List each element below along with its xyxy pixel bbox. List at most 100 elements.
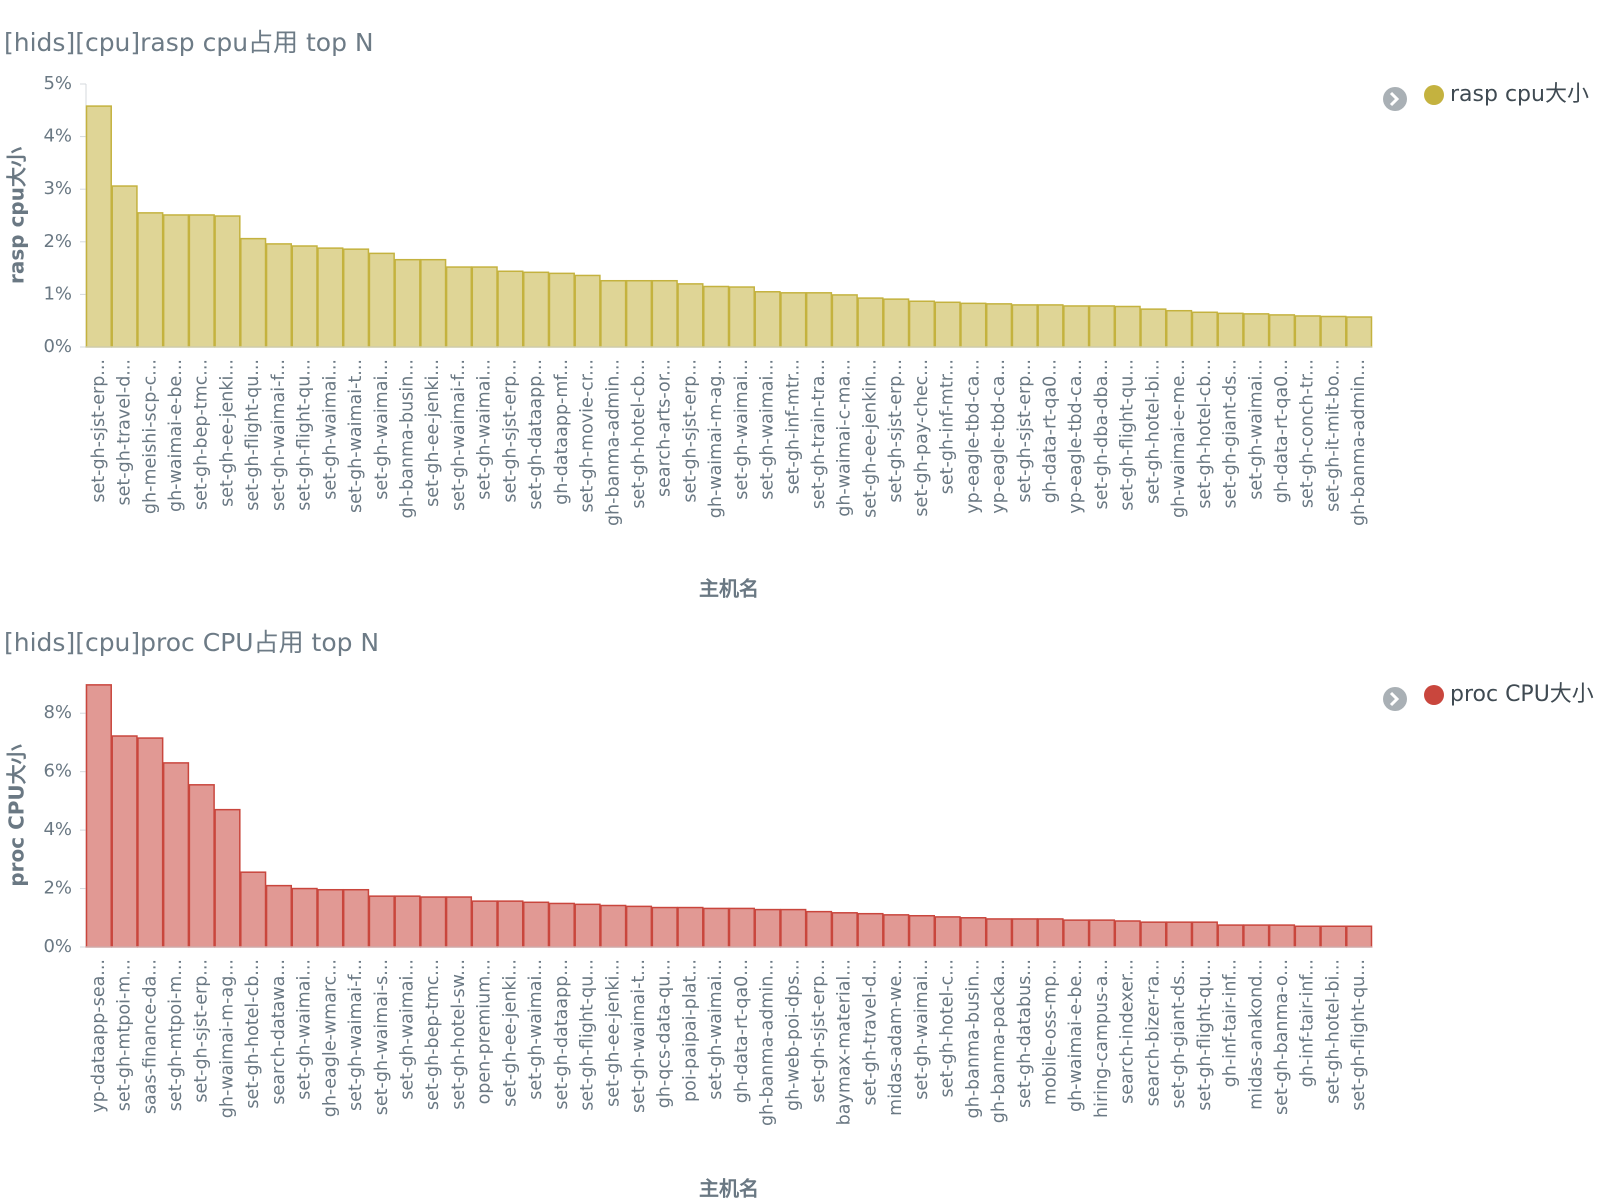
x-tick-label: set-gh-sjst-erp... <box>1015 359 1035 503</box>
bar <box>265 243 293 348</box>
x-tick-label: midas-adam-we... <box>886 959 906 1116</box>
bar <box>111 735 138 948</box>
bar <box>1140 921 1167 948</box>
x-tick-label: set-gh-sjst-erp... <box>809 959 829 1103</box>
bar <box>677 906 704 948</box>
bar <box>162 762 190 948</box>
x-tick-label: set-gh-waimai... <box>526 959 546 1100</box>
bar <box>420 258 447 348</box>
x-tick-label: gh-data-rt-qa0... <box>1272 359 1292 503</box>
bar <box>703 285 730 348</box>
bar <box>497 900 524 948</box>
bar <box>728 907 755 948</box>
x-tick-label: gh-inf-tair-inf... <box>1221 959 1241 1087</box>
bar <box>1217 312 1244 348</box>
x-tick-label: gh-meishi-scp-c... <box>140 359 160 514</box>
x-tick-label: set-gh-inf-mtr... <box>938 359 958 494</box>
x-tick-label: baymax-material... <box>835 959 855 1125</box>
bar <box>317 888 344 948</box>
x-tick-label: set-gh-travel-d... <box>860 959 880 1105</box>
x-tick-label: gh-waimai-m-ag... <box>217 959 237 1118</box>
bar <box>1140 308 1167 348</box>
x-tick-label: set-gh-waimai... <box>398 959 418 1100</box>
x-tick-label: set-gh-ee-jenkin... <box>860 359 880 518</box>
x-tick-label: gh-waimai-m-ag... <box>706 359 726 518</box>
x-tick-label: yp-dataapp-sea... <box>89 959 109 1113</box>
x-tick-label: set-gh-dataapp... <box>552 959 572 1110</box>
bar <box>394 258 421 348</box>
bar <box>1114 920 1141 948</box>
bar <box>445 896 473 948</box>
bar <box>137 212 164 348</box>
x-tick-label: set-gh-hotel-c... <box>938 959 958 1098</box>
bar <box>574 274 601 348</box>
bar <box>883 298 910 348</box>
bar <box>703 907 730 948</box>
x-tick-label: set-gh-waimai... <box>372 359 392 500</box>
y-tick-label: 2% <box>43 878 72 899</box>
bar <box>574 903 601 948</box>
x-axis-title: 主机名 <box>699 577 759 601</box>
bar <box>651 279 678 348</box>
y-tick-label: 0% <box>43 336 72 357</box>
bar <box>1320 315 1347 348</box>
legend-toggle[interactable] <box>1383 87 1407 111</box>
x-tick-label: poi-paipai-plat... <box>680 959 700 1102</box>
x-tick-label: set-gh-sjst-erp... <box>89 359 109 503</box>
bar <box>85 105 112 348</box>
x-tick-label: search-datawa... <box>269 959 289 1105</box>
bar <box>1037 918 1064 948</box>
x-tick-label: set-gh-dataapp... <box>526 359 546 510</box>
x-tick-label: open-premium... <box>475 959 495 1104</box>
x-tick-label: set-gh-hotel-bi... <box>1323 959 1343 1104</box>
bar <box>522 271 550 348</box>
y-axis-title: rasp cpu大小 <box>5 147 29 284</box>
y-tick-label: 6% <box>43 761 72 782</box>
x-tick-label: set-gh-waimai... <box>475 359 495 500</box>
bar <box>908 914 936 948</box>
x-tick-label: set-gh-it-mit-bo... <box>1323 359 1343 512</box>
bar <box>1268 924 1296 948</box>
x-tick-label: yp-eagle-tbd-ca... <box>1066 359 1086 514</box>
bar <box>1165 921 1193 948</box>
y-tick-label: 5% <box>43 73 72 94</box>
bar <box>600 904 627 948</box>
bar <box>1063 305 1090 348</box>
bar <box>1011 304 1038 348</box>
bar <box>1191 311 1218 348</box>
x-tick-label: gh-banma-admin... <box>758 959 778 1126</box>
x-tick-label: set-gh-waimai... <box>295 959 315 1100</box>
bar <box>188 784 215 948</box>
x-tick-label: set-gh-waimai-t... <box>346 359 366 513</box>
bar <box>368 252 395 348</box>
x-tick-label: set-gh-giant-ds... <box>1221 359 1241 508</box>
bar <box>162 214 190 348</box>
bar <box>857 912 884 948</box>
x-tick-label: set-gh-flight-qu... <box>243 359 263 511</box>
bar <box>1294 925 1321 948</box>
bar <box>497 270 524 348</box>
bar <box>754 908 781 948</box>
x-tick-label: gh-banma-busin... <box>963 959 983 1118</box>
x-tick-label: gh-inf-tair-inf... <box>1298 959 1318 1087</box>
legend-dot <box>1424 85 1444 105</box>
x-tick-label: set-gh-sjst-erp... <box>886 359 906 503</box>
x-tick-label: set-gh-databus... <box>1015 959 1035 1108</box>
y-tick-label: 4% <box>43 819 72 840</box>
bar <box>1114 305 1141 348</box>
chart: [hids][cpu]proc CPU占用 top N proc CPU大小主机名… <box>4 628 1594 1200</box>
bar <box>548 272 575 348</box>
bar <box>445 266 473 348</box>
x-tick-label: set-gh-hotel-cb... <box>629 359 649 509</box>
legend-toggle[interactable] <box>1383 687 1407 711</box>
x-tick-label: set-gh-flight-qu... <box>1195 959 1215 1111</box>
bar <box>985 303 1013 348</box>
legend-label: proc CPU大小 <box>1450 682 1594 707</box>
x-tick-label: set-gh-flight-qu... <box>1118 359 1138 511</box>
x-tick-label: yp-eagle-tbd-ca... <box>989 359 1009 514</box>
x-tick-label: set-gh-waimai... <box>732 359 752 500</box>
bar <box>1243 313 1270 348</box>
x-tick-label: set-gh-movie-cr... <box>578 359 598 513</box>
x-tick-label: saas-finance-da... <box>140 959 160 1114</box>
